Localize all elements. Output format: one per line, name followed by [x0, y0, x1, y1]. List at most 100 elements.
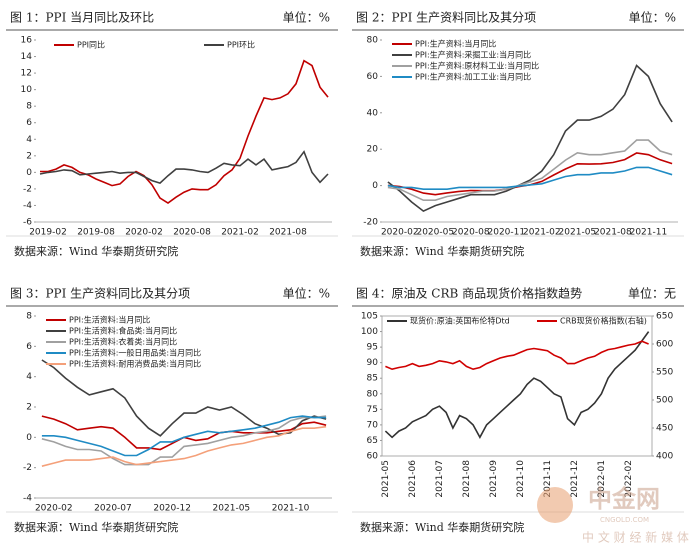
y-tick-label: -2	[23, 463, 32, 473]
watermark-tagline: 中 文 财 经 新 媒 体	[582, 530, 689, 545]
x-tick-label: 2020-08	[173, 228, 211, 238]
y2-tick-label: 500	[656, 396, 673, 406]
legend-label: PPI同比	[77, 40, 105, 50]
unit-label: 单位：%	[283, 286, 330, 301]
chart-panel: 图 2：PPI 生产资料同比及其分项 单位：% 数据来源：Wind 华泰期货研究院 -…	[352, 10, 684, 258]
legend-label: PPI:生活资料:耐用消费品类:当月同比	[69, 359, 201, 369]
x-tick-label: 2020-02	[35, 504, 73, 514]
series-line	[387, 139, 673, 201]
y2-tick-label: 600	[656, 340, 673, 350]
series-line	[384, 331, 650, 439]
legend-label: PPI:生产资料:原材料工业:当月同比	[415, 61, 539, 71]
series-line	[41, 415, 327, 466]
y-tick-label: 95	[367, 343, 378, 353]
series-line	[41, 415, 327, 457]
watermark-name: 中金网	[588, 485, 660, 513]
x-tick-label: 2021-08	[462, 460, 472, 498]
watermark-domain: CNGOLD.COM	[600, 516, 649, 524]
x-tick-label: 2019-02	[29, 228, 67, 238]
chart-title: 图 1：PPI 当月同比及环比	[10, 11, 154, 25]
chart-title: 图 2：PPI 生产资料同比及其分项	[356, 11, 536, 25]
x-tick-label: 2021-02	[221, 228, 259, 238]
x-tick-label: 2021-09	[489, 460, 499, 498]
legend-label: PPI:生活资料:当月同比	[69, 315, 150, 325]
x-tick-label: 2021-08	[594, 228, 632, 238]
y-tick-label: 105	[361, 312, 378, 322]
y-tick-label: 65	[367, 436, 378, 446]
x-tick-label: 2021-12	[570, 460, 580, 498]
series-line	[41, 359, 327, 437]
watermark-logo	[537, 487, 573, 523]
series-line	[387, 64, 673, 213]
y-tick-label: -20	[363, 218, 378, 228]
y-tick-label: 80	[367, 36, 379, 46]
legend-label: PPI:生产资料:当月同比	[415, 39, 496, 49]
y2-tick-label: 400	[656, 452, 673, 462]
plot-frame	[381, 315, 653, 457]
series-line	[385, 340, 649, 371]
y-tick-label: 8	[26, 102, 32, 112]
x-tick-label: 2019-08	[77, 228, 115, 238]
y-tick-label: 6	[26, 118, 32, 128]
y-tick-label: 10	[21, 85, 33, 95]
x-tick-label: 2021-05	[213, 504, 251, 514]
series-line	[387, 166, 673, 190]
y-tick-label: 40	[367, 108, 379, 118]
source-note: 数据来源：Wind 华泰期货研究院	[360, 244, 524, 258]
x-tick-label: 2020-05	[416, 228, 454, 238]
unit-label: 单位：无	[628, 286, 676, 301]
y-tick-label: 4	[26, 372, 32, 382]
unit-label: 单位：%	[283, 10, 330, 25]
y-tick-label: 4	[26, 135, 32, 145]
y-tick-label: 20	[367, 145, 379, 155]
y2-tick-label: 450	[656, 424, 673, 434]
legend-label: PPI:生活资料:一般日用品类:当月同比	[69, 348, 201, 358]
y-tick-label: 75	[367, 405, 378, 415]
y2-tick-label: 550	[656, 368, 673, 378]
x-tick-label: 2021-06	[408, 460, 418, 498]
y-tick-label: 70	[367, 420, 379, 430]
chart-panel: 图 1：PPI 当月同比及环比 单位：% 数据来源：Wind 华泰期货研究院 -6 -4…	[6, 10, 338, 258]
source-note: 数据来源：Wind 华泰期货研究院	[360, 520, 524, 534]
legend-label: PPI环比	[227, 40, 255, 50]
y-tick-label: 2	[26, 151, 32, 161]
x-tick-label: 2020-11	[488, 228, 526, 238]
y-tick-label: 2	[26, 403, 32, 413]
chart-title: 图 3：PPI 生产资料同比及其分项	[10, 287, 190, 301]
y-tick-label: 90	[367, 358, 379, 368]
x-tick-label: 2020-02	[125, 228, 163, 238]
y-tick-label: -4	[23, 201, 32, 211]
y-tick-label: 16	[21, 36, 33, 46]
y-tick-label: -2	[23, 184, 32, 194]
legend-label: CRB现货价格指数(右轴)	[560, 316, 647, 326]
legend-label: PPI:生产资料:采掘工业:当月同比	[415, 50, 531, 60]
y-tick-label: -4	[23, 494, 32, 504]
y-tick-label: 12	[21, 69, 32, 79]
x-tick-label: 2020-08	[452, 228, 490, 238]
source-note: 数据来源：Wind 华泰期货研究院	[14, 244, 178, 258]
series-line	[39, 150, 329, 185]
x-tick-label: 2021-11	[543, 460, 553, 498]
x-tick-label: 2020-07	[94, 504, 132, 514]
x-tick-label: 2021-08	[269, 228, 307, 238]
y-tick-label: 6	[26, 342, 32, 352]
x-tick-label: 2021-10	[516, 460, 526, 498]
y-tick-label: 0	[372, 181, 378, 191]
y-tick-label: 100	[361, 327, 378, 337]
x-tick-label: 2021-02	[523, 228, 561, 238]
x-tick-label: 2021-11	[630, 228, 668, 238]
chart-title: 图 4：原油及 CRB 商品现货价格指数趋势	[356, 286, 582, 301]
y-tick-label: -6	[23, 218, 32, 228]
x-tick-label: 2021-07	[435, 460, 445, 498]
y-tick-label: 80	[367, 389, 379, 399]
y-tick-label: 60	[367, 452, 379, 462]
legend-label: PPI:生产资料:加工工业:当月同比	[415, 72, 531, 82]
watermark: 中金网 CNGOLD.COM 中 文 财 经 新 媒 体	[537, 485, 689, 545]
y-tick-label: 0	[26, 433, 32, 443]
chart-panel: 图 3：PPI 生产资料同比及其分项 单位：% 数据来源：Wind 华泰期货研究院 -…	[6, 286, 338, 534]
y-tick-label: 8	[26, 312, 32, 322]
x-tick-label: 2022-02	[624, 460, 634, 498]
y2-tick-label: 650	[656, 312, 673, 322]
